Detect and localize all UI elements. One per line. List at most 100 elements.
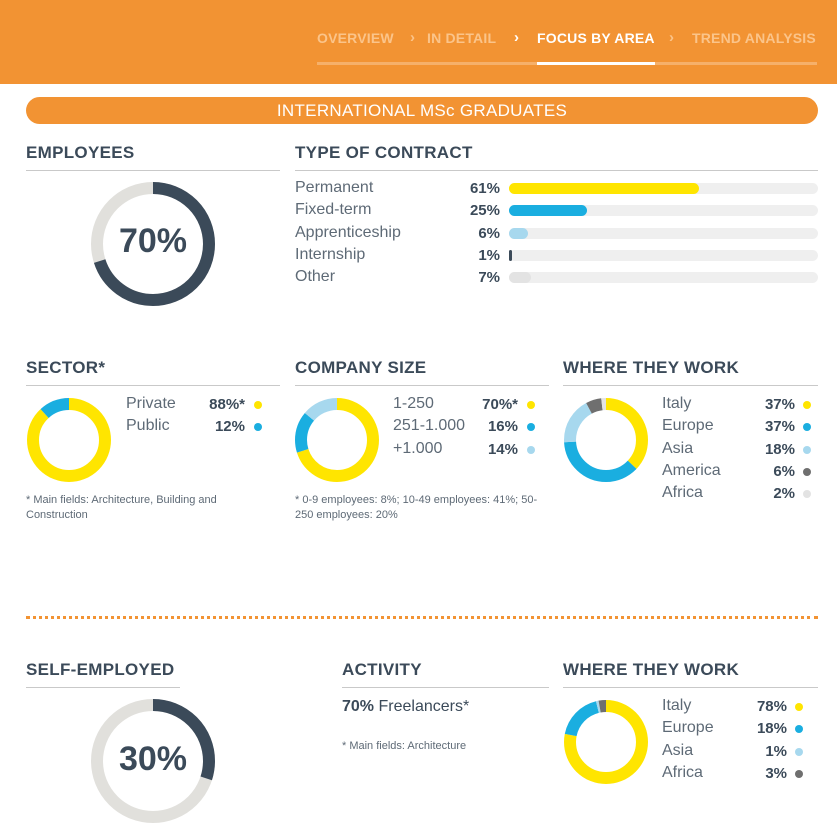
legend-dot-icon [795, 747, 803, 756]
legend-value-africa: 3% [765, 764, 787, 782]
legend-label-america: America [662, 461, 721, 479]
donut-slice--1-000 [295, 398, 379, 482]
legend-value-europe: 37% [764, 418, 795, 436]
contract-bar-track [509, 183, 818, 194]
sector-donut-chart [27, 398, 111, 482]
divider [563, 687, 818, 688]
legend-value-asia: 18% [764, 440, 795, 458]
self-employed-percent: 30% [118, 740, 188, 778]
legend-dot-icon [795, 769, 803, 778]
donut-slice-europe [564, 398, 648, 482]
legend-dot-icon [527, 423, 535, 432]
divider [26, 385, 280, 386]
contract-heading: TYPE OF CONTRACT [295, 143, 473, 162]
legend-value-america: 6% [773, 462, 795, 480]
contract-value-other: 7% [478, 269, 500, 287]
legend-dot-icon [803, 467, 811, 476]
contract-label-permanent: Permanent [295, 179, 374, 196]
legend-label-asia: Asia [662, 741, 694, 759]
nav-active-underline [537, 62, 655, 65]
nav-overview[interactable]: OVERVIEW [317, 30, 394, 46]
legend-dot-icon [803, 423, 811, 432]
contract-bar-track [509, 249, 818, 261]
activity-footnote: * Main fields: Architecture [342, 740, 467, 752]
employees-percent: 70% [118, 222, 188, 260]
divider [295, 170, 818, 171]
legend-dot-icon [254, 423, 262, 432]
where-self-heading: WHERE THEY WORK [563, 660, 740, 679]
employees-gauge [91, 182, 215, 306]
legend-dot-icon [795, 703, 803, 711]
activity-line: 70% Freelancers* [342, 698, 469, 716]
contract-bar-track [509, 227, 818, 239]
donut-slice-africa [564, 700, 648, 784]
nav-separator-icon: › [410, 29, 415, 46]
section-divider [26, 616, 818, 620]
donut-slice-public [27, 398, 111, 482]
donut-slice-asia [564, 398, 648, 482]
contract-bar-fill-internship [509, 249, 513, 261]
divider [295, 385, 549, 386]
legend-label-europe: Europe [662, 417, 714, 435]
gauge-arc [91, 182, 215, 306]
legend-label-europe: Europe [662, 719, 714, 737]
legend-value-europe: 18% [756, 720, 787, 738]
contract-value-internship: 1% [478, 246, 500, 264]
activity-percent: 70% [342, 698, 375, 715]
where-self-donut-chart [564, 700, 648, 784]
self-employed-gauge [91, 699, 215, 823]
legend-value-asia: 1% [765, 742, 787, 760]
legend-dot-icon [254, 401, 262, 409]
legend-dot-icon [527, 445, 535, 454]
contract-bar-fill-permanent [509, 183, 699, 194]
contract-bar-fill-apprenticeship [509, 227, 528, 239]
gauge-arc [91, 699, 215, 823]
legend-value-private: 88%* [209, 396, 245, 413]
donut-slice-africa [564, 398, 648, 482]
nav-in-detail[interactable]: IN DETAIL [427, 30, 497, 46]
company-size-footnote: * 0-9 employees: 8%; 10-49 employees: 41… [295, 494, 538, 521]
company-size-heading: COMPANY SIZE [295, 358, 427, 377]
legend-label-africa: Africa [662, 763, 703, 781]
legend-value-italy: 78% [756, 698, 787, 715]
sector-footnote: * Main fields: Architecture, Building an… [26, 494, 217, 521]
legend-dot-icon [803, 401, 811, 409]
legend-label-1-250: 1-250 [393, 395, 434, 412]
legend-label-italy: Italy [662, 697, 692, 714]
legend-label-italy: Italy [662, 395, 692, 412]
section-banner: INTERNATIONAL MSc GRADUATES [26, 97, 818, 124]
divider [26, 687, 180, 688]
legend-value-251-1-000: 16% [487, 418, 518, 436]
divider [342, 687, 549, 688]
company-size-donut-chart [295, 398, 379, 482]
legend-label--1-000: +1.000 [393, 439, 443, 457]
contract-label-apprenticeship: Apprenticeship [295, 223, 401, 241]
donut-slice-251-1-000 [295, 398, 379, 482]
donut-slice-private [27, 398, 111, 482]
contract-bar-fill-fixed-term [509, 205, 587, 217]
contract-value-apprenticeship: 6% [478, 224, 500, 242]
where-employees-donut-chart [564, 398, 648, 482]
top-bar: OVERVIEW › IN DETAIL › FOCUS BY AREA › T… [0, 0, 837, 84]
legend-dot-icon [795, 725, 803, 734]
where-employees-heading: WHERE THEY WORK [563, 358, 740, 377]
legend-value--1-000: 14% [487, 440, 518, 458]
legend-value-italy: 37% [764, 396, 795, 413]
legend-value-public: 12% [214, 418, 245, 436]
legend-label-asia: Asia [662, 439, 694, 457]
contract-bar-track [509, 272, 818, 284]
contract-bar-fill-other [509, 272, 531, 284]
contract-value-fixed-term: 25% [469, 202, 500, 220]
legend-label-africa: Africa [662, 484, 703, 502]
nav-focus-by-area[interactable]: FOCUS BY AREA [537, 30, 655, 46]
contract-value-permanent: 61% [469, 180, 500, 197]
legend-label-251-1-000: 251-1.000 [393, 417, 466, 435]
divider [563, 385, 818, 386]
nav-separator-icon: › [669, 29, 674, 46]
legend-label-public: Public [126, 417, 170, 435]
contract-bar-track [509, 205, 818, 217]
legend-dot-icon [803, 490, 811, 499]
nav-trend-analysis[interactable]: TREND ANALYSIS [692, 30, 816, 46]
legend-value-1-250: 70%* [482, 396, 518, 413]
self-employed-heading: SELF-EMPLOYED [26, 660, 175, 679]
